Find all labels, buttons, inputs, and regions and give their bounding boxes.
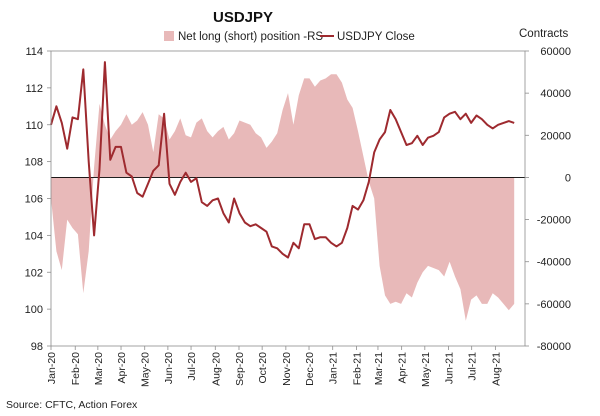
right-axis-tick-label: -20000 xyxy=(537,215,571,227)
legend-label-usdjpy-close: USDJPY Close xyxy=(337,31,415,43)
legend-area-swatch xyxy=(164,31,174,41)
x-axis-tick-label: Feb-21 xyxy=(351,352,363,385)
x-axis-tick-label: Oct-20 xyxy=(257,352,269,384)
plot-area xyxy=(50,61,525,321)
net-position-area xyxy=(51,74,515,321)
usdjpy-close-line xyxy=(50,61,515,259)
x-axis-tick-label: May-20 xyxy=(140,352,152,387)
x-axis-tick-label: Jun-20 xyxy=(163,352,175,384)
x-axis-tick-label: Dec-20 xyxy=(304,352,316,386)
left-axis-tick-label: 104 xyxy=(25,230,43,242)
x-axis-tick-label: Jan-20 xyxy=(46,352,58,384)
x-axis-tick-label: Apr-20 xyxy=(116,352,128,384)
right-axis-tick-label: -40000 xyxy=(537,257,571,269)
chart-title: USDJPY xyxy=(213,9,273,26)
right-axis-tick-label: -60000 xyxy=(537,299,571,311)
x-axis-tick-label: Feb-20 xyxy=(70,352,82,385)
legend-label-net-position: Net long (short) position -RS xyxy=(178,31,323,43)
left-axis-tick-label: 114 xyxy=(25,46,43,58)
x-axis-tick-label: Nov-20 xyxy=(281,352,293,386)
right-axis-tick-label: -80000 xyxy=(537,341,571,353)
x-axis-tick-label: Jun-21 xyxy=(444,352,456,384)
source-note: Source: CFTC, Action Forex xyxy=(6,399,138,411)
x-axis-tick-label: Mar-20 xyxy=(93,352,105,385)
left-axis-tick-label: 102 xyxy=(25,267,43,279)
left-axis-tick-label: 98 xyxy=(31,341,43,353)
legend: Net long (short) position -RS USDJPY Clo… xyxy=(164,31,415,43)
left-axis-tick-label: 112 xyxy=(25,83,43,95)
right-axis-tick-label: 20000 xyxy=(540,130,571,142)
x-axis-tick-label: Mar-21 xyxy=(373,352,385,385)
axes: 98 100 102 104 106 108 110 112 114 -80000 -60000 -4… xyxy=(25,46,571,387)
x-axis-tick-label: Sep-20 xyxy=(234,352,246,386)
x-axis-tick-label: Apr-21 xyxy=(397,352,409,384)
x-axis-tick-label: May-21 xyxy=(420,352,432,387)
right-axis-tick-label: 60000 xyxy=(540,46,571,58)
x-axis-tick-label: Aug-20 xyxy=(210,352,222,386)
x-axis-tick-label: Jul-21 xyxy=(467,352,479,381)
x-axis-tick-label: Aug-21 xyxy=(490,352,502,386)
x-axis-tick-label: Jan-21 xyxy=(328,352,340,384)
left-axis-tick-label: 106 xyxy=(25,194,43,206)
right-axis-tick-label: 0 xyxy=(565,172,571,184)
right-axis-tick-label: 40000 xyxy=(540,88,571,100)
left-axis-tick-label: 108 xyxy=(25,157,43,169)
x-axis-tick-label: Jul-20 xyxy=(186,352,198,381)
right-axis-title: Contracts xyxy=(519,28,568,40)
left-axis-tick-label: 100 xyxy=(25,304,43,316)
left-axis-tick-label: 110 xyxy=(25,120,43,132)
